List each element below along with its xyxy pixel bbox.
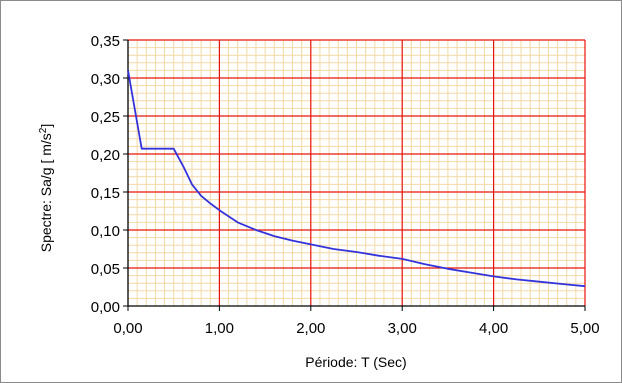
x-tick-labels: 0,00 1,00 2,00 3,00 4,00 5,00 xyxy=(113,320,599,337)
y-axis-title: Spectre: Sa/g [ m/s2] xyxy=(38,124,54,253)
major-grid xyxy=(128,39,586,306)
minor-grid xyxy=(128,40,585,306)
x-tick-label: 0,00 xyxy=(113,320,142,337)
x-tick-label: 5,00 xyxy=(570,320,599,337)
y-tick-labels: 0,00 0,05 0,10 0,15 0,20 0,25 0,30 0,35 xyxy=(91,33,120,316)
series-layer xyxy=(127,70,586,288)
x-tick-label: 4,00 xyxy=(479,320,508,337)
y-tick-label: 0,10 xyxy=(91,223,120,240)
axes xyxy=(123,39,586,311)
y-tick-label: 0,00 xyxy=(91,299,120,316)
y-axis-title-superscript: 2 xyxy=(38,127,49,133)
x-tick-label: 1,00 xyxy=(205,320,234,337)
x-tick-label: 2,00 xyxy=(296,320,325,337)
y-axis-title-end: ] xyxy=(38,124,54,128)
y-axis-title-main: Spectre: Sa/g [ m/s xyxy=(38,133,54,252)
y-tick-label: 0,25 xyxy=(91,109,120,126)
y-tick-label: 0,30 xyxy=(91,71,120,88)
y-tick-label: 0,35 xyxy=(91,33,120,50)
x-axis-title: Période: T (Sec) xyxy=(305,354,406,370)
spectrum-line xyxy=(127,70,586,288)
x-tick-label: 3,00 xyxy=(388,320,417,337)
y-tick-label: 0,15 xyxy=(91,185,120,202)
y-tick-label: 0,20 xyxy=(91,147,120,164)
y-tick-label: 0,05 xyxy=(91,261,120,278)
